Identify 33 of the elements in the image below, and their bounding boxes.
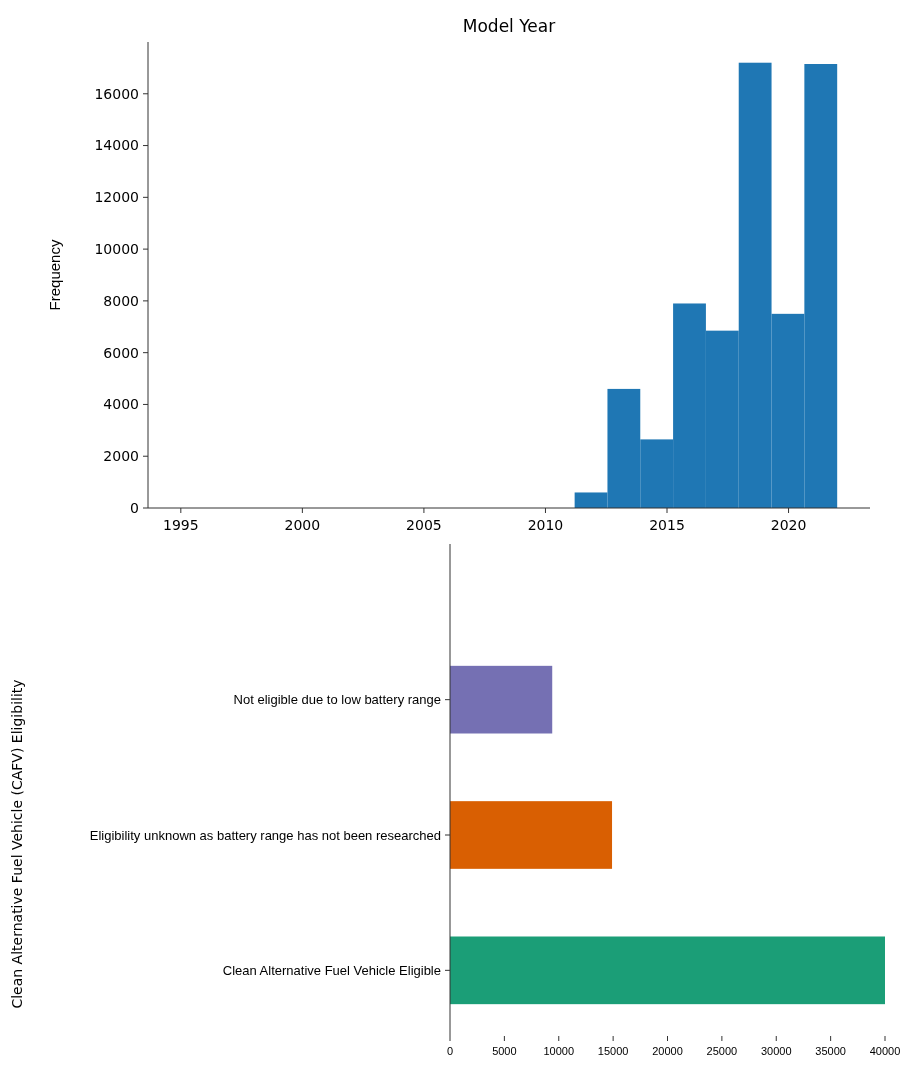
y-tick-label: 14000: [94, 137, 139, 154]
x-tick-label: 2020: [770, 517, 807, 533]
y-tick-label: 4000: [103, 396, 139, 413]
x-tick-label: 35000: [815, 1045, 846, 1057]
x-tick-label: 10000: [543, 1045, 575, 1057]
chart-title: Model Year: [462, 16, 556, 36]
y-tick-label: 2000: [103, 448, 139, 465]
y-tick-label: 8000: [103, 292, 139, 309]
y-axis-title: Clean Alternative Fuel Vehicle (CAFV) Eligibility: [9, 679, 25, 1009]
y-tick-label: 6000: [103, 344, 139, 361]
x-tick-label: 0: [446, 1045, 454, 1057]
x-tick-label: 1995: [163, 517, 199, 533]
y-tick-label: Clean Alternative Fuel Vehicle Eligible: [222, 962, 441, 978]
x-tick-label: 2000: [284, 517, 321, 533]
y-tick-label: Eligibility unknown as battery range has not been researched: [89, 827, 441, 843]
x-tick-label: 15000: [597, 1045, 629, 1057]
x-tick-label: 2010: [527, 517, 564, 533]
x-tick-label: 20000: [652, 1045, 683, 1057]
x-tick-label: 2015: [649, 517, 685, 533]
x-tick-label: 25000: [706, 1045, 738, 1057]
y-tick-label: Not eligible due to low battery range: [233, 692, 441, 708]
x-tick-label: 30000: [760, 1045, 792, 1057]
x-tick-label: 2005: [406, 517, 442, 533]
y-tick-label: 12000: [94, 189, 139, 206]
y-tick-label: 16000: [94, 85, 139, 102]
bar: [450, 665, 553, 734]
bar: [450, 801, 613, 869]
y-tick-label: 10000: [94, 241, 139, 258]
y-axis-title: Frequency: [46, 239, 63, 311]
x-tick-label: 5000: [492, 1045, 517, 1057]
y-tick-label: 0: [130, 499, 139, 516]
bar: [450, 936, 885, 1005]
x-tick-label: 40000: [869, 1045, 901, 1057]
